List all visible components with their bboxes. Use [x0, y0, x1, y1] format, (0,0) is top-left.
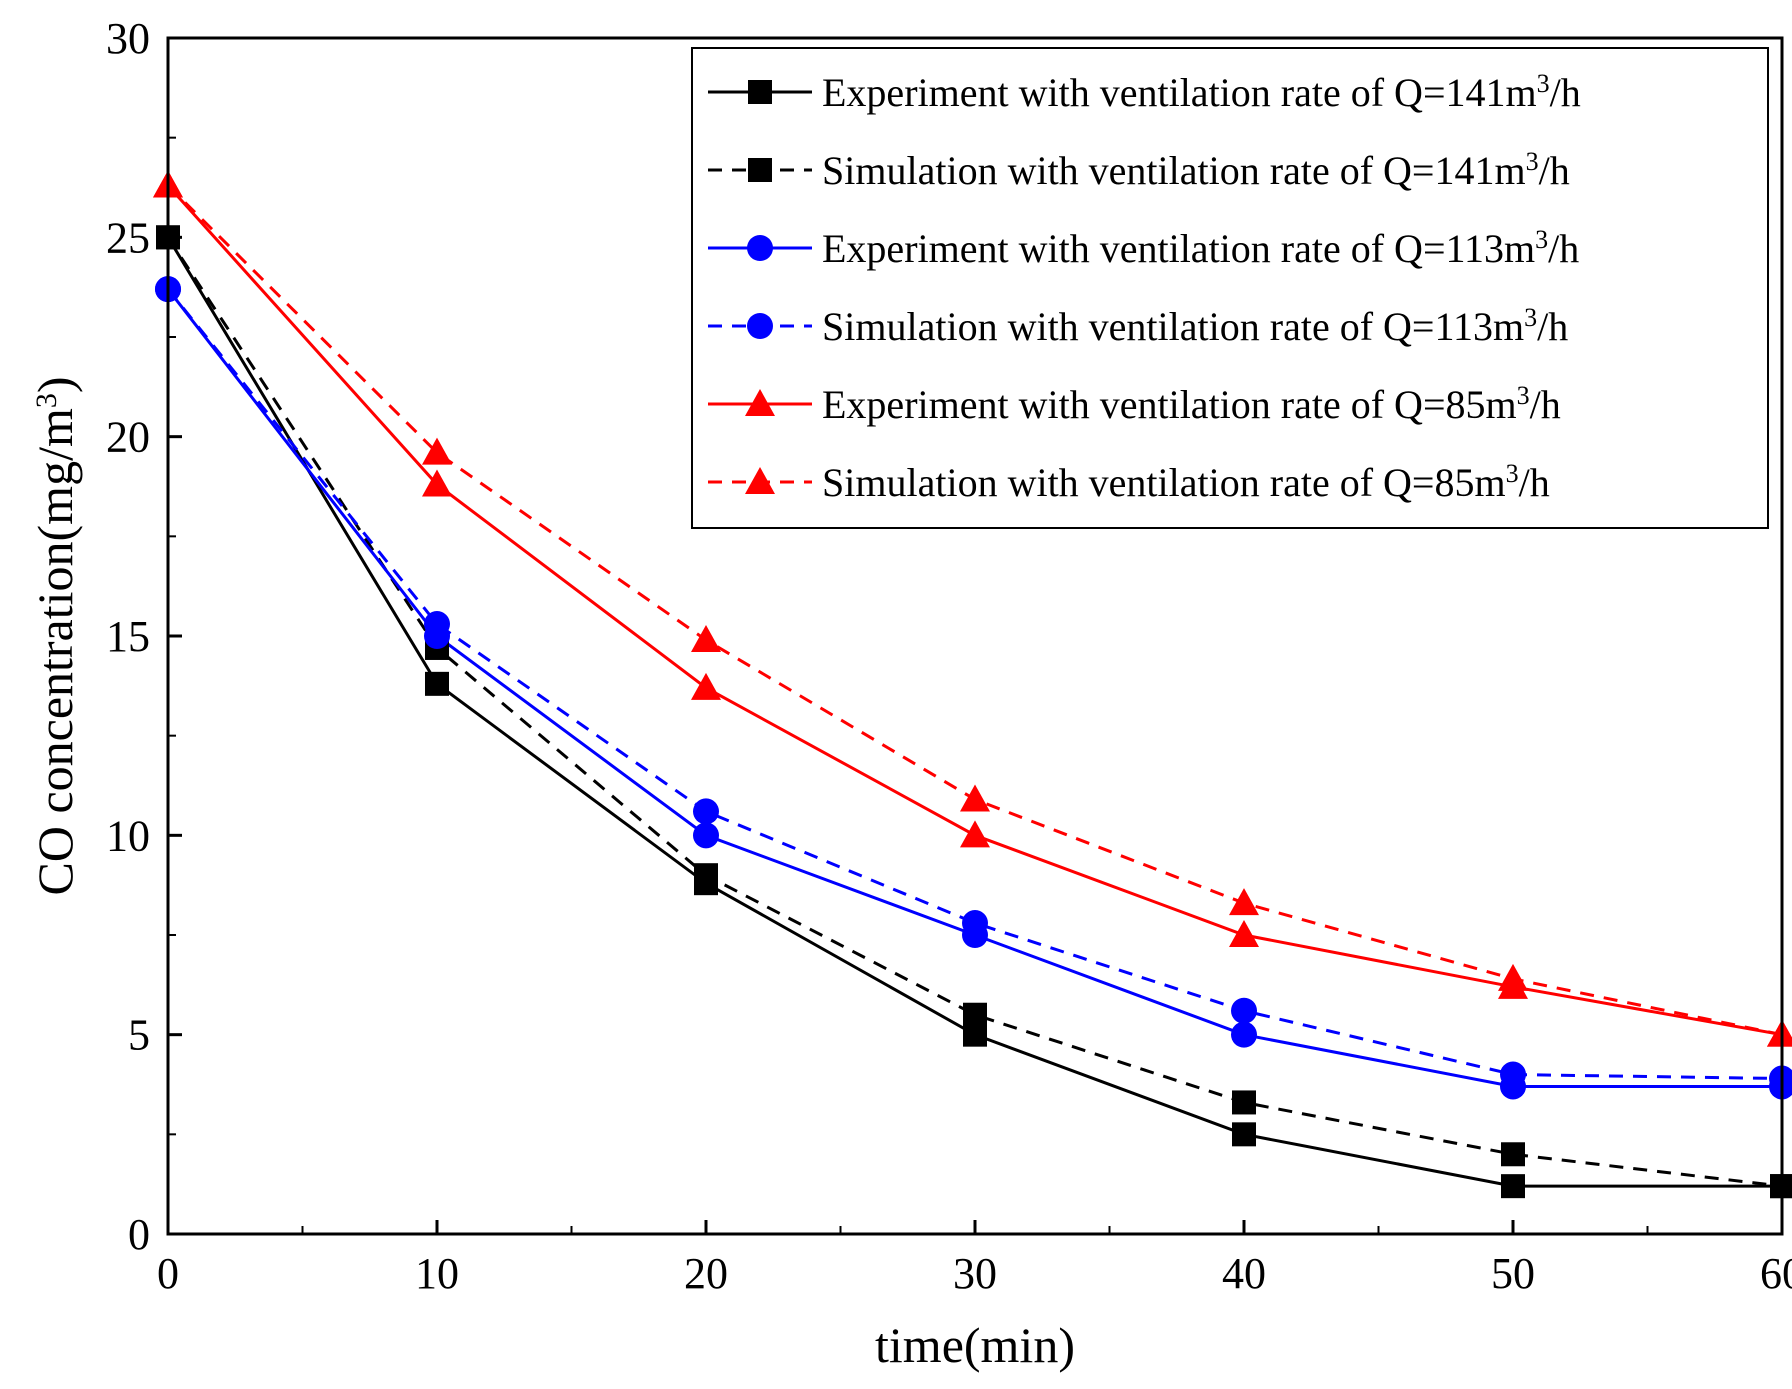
- legend-label-tail-exp85: /h: [1530, 382, 1561, 427]
- legend-label-sup-sim113: 3: [1524, 303, 1537, 332]
- legend-item-sim113: Simulation with ventilation rate of Q=11…: [708, 303, 1568, 350]
- legend-label-sup-sim85: 3: [1506, 459, 1519, 488]
- legend-label-main-exp85: Experiment with ventilation rate of Q=85…: [822, 382, 1517, 427]
- y-tick-label-15: 15: [106, 612, 150, 661]
- legend-label-exp113: Experiment with ventilation rate of Q=11…: [822, 225, 1579, 272]
- legend-marker-exp85: [745, 389, 775, 416]
- legend-item-sim85: Simulation with ventilation rate of Q=85…: [708, 459, 1550, 506]
- legend-label-sim113: Simulation with ventilation rate of Q=11…: [822, 303, 1568, 350]
- legend-label-main-exp141: Experiment with ventilation rate of Q=14…: [822, 70, 1537, 115]
- legend-label-exp141: Experiment with ventilation rate of Q=14…: [822, 69, 1581, 116]
- y-tick-label-10: 10: [106, 811, 150, 860]
- y-tick-label-25: 25: [106, 213, 150, 262]
- legend-label-main-exp113: Experiment with ventilation rate of Q=11…: [822, 226, 1535, 271]
- data-point-exp85-10: [422, 469, 452, 497]
- legend-label-sup-exp141: 3: [1537, 69, 1550, 98]
- legend-box: [691, 47, 1769, 529]
- data-point-sim113-20: [693, 798, 719, 825]
- data-point-sim141-30: [963, 1002, 987, 1027]
- legend-label-exp85: Experiment with ventilation rate of Q=85…: [822, 381, 1561, 428]
- y-tick-label-0: 0: [128, 1210, 150, 1259]
- data-point-sim113-30: [962, 910, 988, 937]
- y-axis-title-sup: 3: [30, 393, 63, 408]
- legend-item-sim141: Simulation with ventilation rate of Q=14…: [708, 147, 1570, 194]
- y-axis-title-tail: ): [27, 376, 83, 393]
- y-tick-label-5: 5: [128, 1011, 150, 1060]
- legend-label-sim141: Simulation with ventilation rate of Q=14…: [822, 147, 1570, 194]
- plot-frame: [166, 36, 1784, 1236]
- data-point-sim85-40: [1229, 888, 1259, 916]
- data-point-exp113-20: [693, 822, 719, 849]
- legend-label-main-sim85: Simulation with ventilation rate of Q=85…: [822, 460, 1506, 505]
- legend-item-exp85: Experiment with ventilation rate of Q=85…: [708, 381, 1561, 428]
- data-point-sim141-20: [694, 863, 718, 888]
- data-point-sim113-50: [1500, 1061, 1526, 1088]
- legend-item-exp141: Experiment with ventilation rate of Q=14…: [708, 69, 1581, 116]
- legend-item-exp113: Experiment with ventilation rate of Q=11…: [708, 225, 1579, 272]
- x-axis-title: time(min): [875, 1317, 1075, 1373]
- data-point-exp141-50: [1501, 1174, 1525, 1199]
- legend-label-sim85: Simulation with ventilation rate of Q=85…: [822, 459, 1550, 506]
- data-point-exp113-40: [1231, 1021, 1257, 1048]
- legend-label-sup-sim141: 3: [1526, 147, 1539, 176]
- x-tick-label-40: 40: [1222, 1249, 1266, 1298]
- data-point-sim85-10: [422, 437, 452, 465]
- legend-marker-sim141: [748, 158, 772, 182]
- data-point-sim85-20: [691, 624, 721, 652]
- legend-label-main-sim113: Simulation with ventilation rate of Q=11…: [822, 304, 1524, 349]
- x-tick-label-20: 20: [684, 1249, 728, 1298]
- x-tick-label-50: 50: [1491, 1249, 1535, 1298]
- x-tick-label-0: 0: [157, 1249, 179, 1298]
- legend-marker-sim85: [745, 467, 775, 494]
- legend: Experiment with ventilation rate of Q=14…: [691, 47, 1769, 529]
- legend-label-main-sim141: Simulation with ventilation rate of Q=14…: [822, 148, 1526, 193]
- legend-label-tail-sim113: /h: [1537, 304, 1568, 349]
- data-point-sim85-60: [1767, 1019, 1792, 1047]
- y-tick-label-30: 30: [106, 14, 150, 63]
- data-point-sim85-50: [1498, 963, 1528, 991]
- x-tick-label-10: 10: [415, 1249, 459, 1298]
- data-point-sim141-50: [1501, 1142, 1525, 1167]
- legend-label-tail-exp141: /h: [1550, 70, 1581, 115]
- data-point-sim141-40: [1232, 1090, 1256, 1115]
- legend-marker-exp141: [748, 80, 772, 104]
- legend-label-sup-exp85: 3: [1517, 381, 1530, 410]
- legend-label-sup-exp113: 3: [1535, 225, 1548, 254]
- y-tick-label-20: 20: [106, 413, 150, 462]
- data-point-exp141-40: [1232, 1122, 1256, 1147]
- data-point-sim113-40: [1231, 997, 1257, 1024]
- legend-marker-sim113: [747, 313, 773, 339]
- legend-label-tail-exp113: /h: [1548, 226, 1579, 271]
- x-tick-label-60: 60: [1760, 1249, 1792, 1298]
- y-axis-title: CO concentration(mg/m3): [27, 376, 83, 895]
- legend-marker-exp113: [747, 235, 773, 261]
- data-point-sim113-10: [424, 611, 450, 638]
- data-point-exp85-40: [1229, 920, 1259, 947]
- series-markers: [153, 170, 1792, 1199]
- data-point-sim85-30: [960, 784, 990, 812]
- y-axis-title-main: CO concentration(mg/m: [27, 408, 83, 895]
- data-point-exp85-20: [691, 672, 721, 700]
- data-point-exp85-30: [960, 820, 990, 848]
- x-tick-label-30: 30: [953, 1249, 997, 1298]
- legend-label-tail-sim141: /h: [1539, 148, 1570, 193]
- data-point-exp141-10: [425, 671, 449, 696]
- legend-label-tail-sim85: /h: [1519, 460, 1550, 505]
- tick-labels: 0 10 20 30 40 50 60 0 5 10 15 20 25 30: [106, 14, 1792, 1298]
